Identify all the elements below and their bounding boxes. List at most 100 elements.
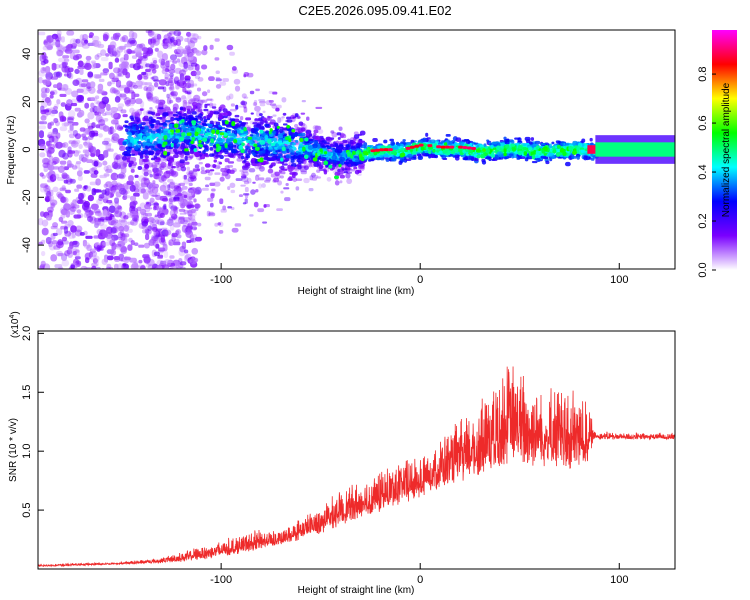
spectrogram-cell (162, 243, 168, 252)
spectrogram-cell (325, 136, 331, 141)
spectrogram-cell (545, 160, 550, 165)
spectrogram-cell (209, 142, 214, 147)
spectrogram-cell (189, 155, 194, 159)
spectrogram-cell (281, 116, 285, 119)
spectrogram-cell (285, 154, 292, 159)
spectrogram-cell (508, 147, 512, 151)
spectrogram-cell (229, 118, 236, 121)
spectrogram-cell (42, 79, 51, 86)
spectrogram-cell (312, 125, 319, 131)
spectrogram-cell (56, 99, 61, 105)
spectrogram-cell (111, 246, 116, 251)
spectrogram-cell (138, 123, 142, 127)
spectrogram-cell (81, 79, 89, 83)
spectrogram-cell (128, 30, 135, 39)
spectrogram-cell (143, 242, 150, 249)
spectrogram-cell (174, 151, 179, 155)
spectrogram-cell (50, 225, 58, 230)
spectrogram-cell (175, 96, 182, 103)
spectrogram-cell (44, 185, 49, 190)
spectrogram-cell (168, 69, 176, 74)
spectrogram-cell (93, 73, 102, 79)
spectrogram-cell (55, 250, 63, 257)
spectrogram-cell (51, 62, 57, 71)
spectrogram-cell (115, 154, 123, 160)
spectrogram-cell (147, 30, 153, 36)
spectrogram-cell (240, 129, 244, 134)
spectrogram-cell (86, 159, 93, 164)
spectrogram-cell (183, 209, 189, 214)
spectrogram-cell (202, 137, 208, 142)
spectrogram-cell (85, 55, 92, 61)
spectrogram-cell (218, 114, 223, 119)
spectrogram-cell (145, 233, 150, 241)
spectrogram-cell (190, 176, 197, 182)
spectrogram-cell (551, 141, 555, 145)
spectrogram-cell (185, 31, 192, 37)
spectrogram-cell (285, 183, 289, 186)
spectrogram-cell (200, 166, 205, 171)
spectrogram-cell (46, 99, 52, 106)
spectrogram-cell (316, 169, 321, 173)
spectrogram-cell (294, 113, 299, 118)
spectrogram-cell (208, 211, 214, 215)
spectrogram-cell (50, 203, 55, 209)
spectrogram-cell (295, 139, 299, 143)
spectrogram-cell (119, 93, 127, 98)
spectrogram-cell (57, 253, 64, 257)
spectrogram-cell (109, 239, 116, 247)
spectrogram-cell (233, 78, 241, 85)
spectrogram-cell (276, 104, 282, 109)
spectrogram-cell (56, 82, 63, 91)
spectrogram-cell (124, 184, 131, 190)
spectrogram-cell (368, 158, 374, 162)
spectrogram-cell (323, 169, 328, 175)
spectrogram-cell (75, 54, 82, 59)
spectrogram-cell (205, 184, 210, 188)
spectrogram-cell (186, 63, 192, 69)
spectrogram-cell (182, 96, 188, 103)
spectrogram-cell (581, 138, 586, 143)
spectrogram-cell (192, 169, 198, 172)
spectrogram-cell (81, 203, 90, 212)
spectrogram-cell (137, 165, 143, 171)
spectrogram-cell (185, 196, 192, 201)
spectrogram-cell (182, 200, 188, 207)
spectrogram-cell (83, 170, 90, 174)
spectrogram-cell (89, 216, 97, 224)
spectrogram-cell (257, 165, 264, 169)
spectrogram-cell (177, 183, 181, 188)
spectrogram-cell (98, 119, 106, 126)
spectrogram-cell (168, 239, 174, 246)
spectrogram-cell (117, 67, 124, 75)
spectrogram-cell (45, 194, 52, 200)
spectrogram-cell (300, 127, 306, 132)
spectrogram-cell (536, 157, 541, 163)
spectrogram-cell (130, 263, 139, 269)
spectrogram-cell (127, 142, 133, 147)
spectrogram-cell (259, 139, 265, 145)
spectrogram-cell (250, 112, 254, 115)
spectrogram-cell (64, 250, 71, 257)
spectrogram-cell (56, 191, 63, 198)
spectrogram-cell (60, 220, 68, 224)
spectrogram-cell (534, 140, 541, 145)
spectrogram-cell (258, 99, 266, 102)
spectrogram-cell (143, 75, 149, 80)
spectrogram-cell (41, 227, 49, 236)
spectrogram-cell (109, 72, 115, 80)
spectrogram-cell (110, 111, 119, 119)
spectrogram-cell (281, 97, 287, 103)
spectrogram-cell (269, 164, 273, 168)
spectrogram-cell (249, 134, 254, 137)
spectrogram-cell (219, 176, 225, 182)
spectrogram-cell (255, 174, 261, 177)
spectrogram-cell (215, 84, 222, 89)
spectrogram-cell (145, 132, 150, 137)
spectrogram-cell (257, 208, 265, 213)
spectrogram-cell (145, 68, 151, 73)
spectrogram-cell (76, 94, 84, 102)
spectrogram-cell (75, 161, 82, 165)
spectrogram-cell (168, 216, 176, 221)
spectrogram-cell (90, 96, 98, 101)
